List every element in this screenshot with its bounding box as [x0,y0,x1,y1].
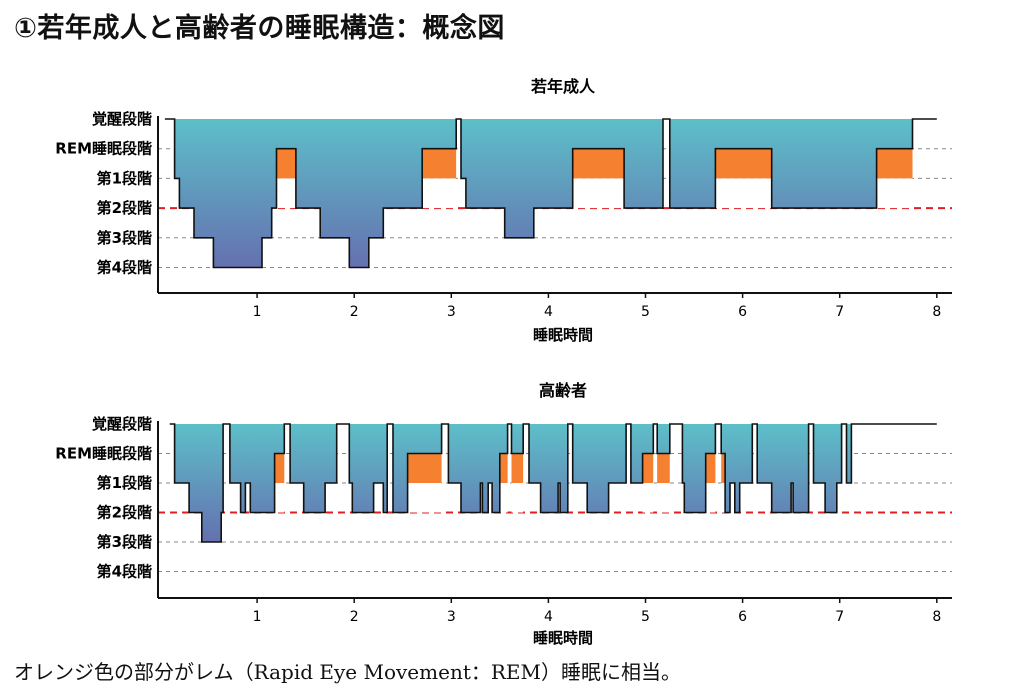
rem-segment [499,453,508,483]
x-tick-label: 5 [641,304,650,320]
stage-label: REM睡眠段階 [55,140,152,158]
caption: オレンジ色の部分がレム（Rapid Eye Movement：REM）睡眠に相当… [14,660,682,684]
rem-gap [572,178,625,209]
rem-segment [876,148,913,179]
rem-segment [274,453,285,483]
stage-label: 第4段階 [97,563,152,581]
rem-segment [407,453,442,483]
rem-segment [642,453,654,483]
rem-gap [276,178,296,209]
stage-label: 第2段階 [97,199,152,217]
x-tick-label: 4 [544,304,553,320]
stage-label: REM睡眠段階 [55,445,152,463]
x-axis-label: 睡眠時間 [533,326,593,344]
stage-label: 第2段階 [97,504,152,522]
x-tick-label: 2 [350,609,359,625]
rem-segment [572,148,625,179]
rem-segment [705,453,716,483]
rem-segment [276,148,296,179]
page-title: ①若年成人と高齢者の睡眠構造：概念図 [14,13,505,44]
x-tick-label: 7 [835,304,844,320]
x-tick-label: 8 [932,304,941,320]
rem-gap [511,483,524,513]
stage-label: 第3段階 [97,533,152,551]
rem-gap [642,483,654,513]
rem-gap [721,483,726,513]
stage-label: 第3段階 [97,229,152,247]
x-tick-label: 7 [835,609,844,625]
stage-label: 覚醒段階 [92,110,152,128]
x-tick-label: 8 [932,609,941,625]
chart-title: 高齢者 [539,381,587,400]
rem-gap [876,178,913,209]
hypnogram-area [164,119,937,268]
chart-title: 若年成人 [530,77,596,96]
x-tick-label: 2 [350,304,359,320]
rem-segment [715,148,772,179]
x-tick-label: 4 [544,609,553,625]
x-tick-label: 3 [447,609,456,625]
rem-gap [499,483,508,513]
x-tick-label: 5 [641,609,650,625]
x-tick-label: 6 [738,304,747,320]
hypnogram-line [164,118,937,269]
rem-gap [407,483,442,513]
x-tick-label: 6 [738,609,747,625]
x-tick-label: 1 [253,609,262,625]
rem-segment [511,453,524,483]
x-axis-label: 睡眠時間 [533,629,593,647]
stage-label: 第1段階 [97,474,152,492]
rem-gap [705,483,716,513]
x-tick-label: 1 [253,304,262,320]
hypnogram-line [169,423,937,543]
rem-segment [721,453,726,483]
stage-label: 第1段階 [97,169,152,187]
stage-label: 覚醒段階 [92,415,152,433]
rem-segment [657,453,670,483]
rem-gap [657,483,670,513]
rem-gap [422,178,457,209]
rem-gap [715,178,772,209]
stage-label: 第4段階 [97,259,152,277]
rem-gap [274,483,285,513]
x-tick-label: 3 [447,304,456,320]
rem-segment [422,148,457,179]
